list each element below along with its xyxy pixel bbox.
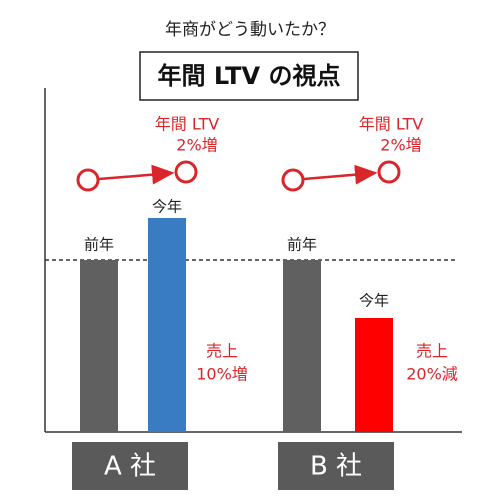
sales-change: 20%減	[406, 365, 458, 384]
sales-change: 10%増	[196, 365, 248, 384]
sales-label: 売上	[206, 342, 238, 361]
this-year-label: 今年	[359, 292, 389, 310]
arrow	[98, 164, 175, 185]
company-name: A 社	[104, 452, 156, 482]
circle	[281, 168, 305, 192]
bar-this-year	[355, 318, 393, 432]
ltv-change: 2%増	[380, 136, 421, 155]
circle	[76, 168, 100, 192]
title-box	[139, 51, 359, 101]
bar-last-year	[283, 260, 321, 432]
arrow	[303, 164, 378, 185]
circle	[174, 160, 198, 184]
ltv-label: 年間 LTV	[359, 115, 424, 134]
bar-this-year	[148, 218, 186, 432]
title: 年間 LTV の視点	[158, 62, 341, 90]
company-name: B 社	[310, 452, 362, 482]
bar-last-year	[80, 260, 118, 432]
ltv-label: 年間 LTV	[155, 115, 220, 134]
last-year-label: 前年	[84, 236, 114, 254]
last-year-label: 前年	[287, 236, 317, 254]
this-year-label: 今年	[152, 198, 182, 216]
circle	[377, 160, 401, 184]
ltv-change: 2%増	[176, 136, 217, 155]
company-box	[72, 442, 188, 490]
subtitle: 年商がどう動いたか？	[165, 20, 335, 40]
company-box	[278, 442, 394, 490]
sales-label: 売上	[416, 342, 448, 361]
